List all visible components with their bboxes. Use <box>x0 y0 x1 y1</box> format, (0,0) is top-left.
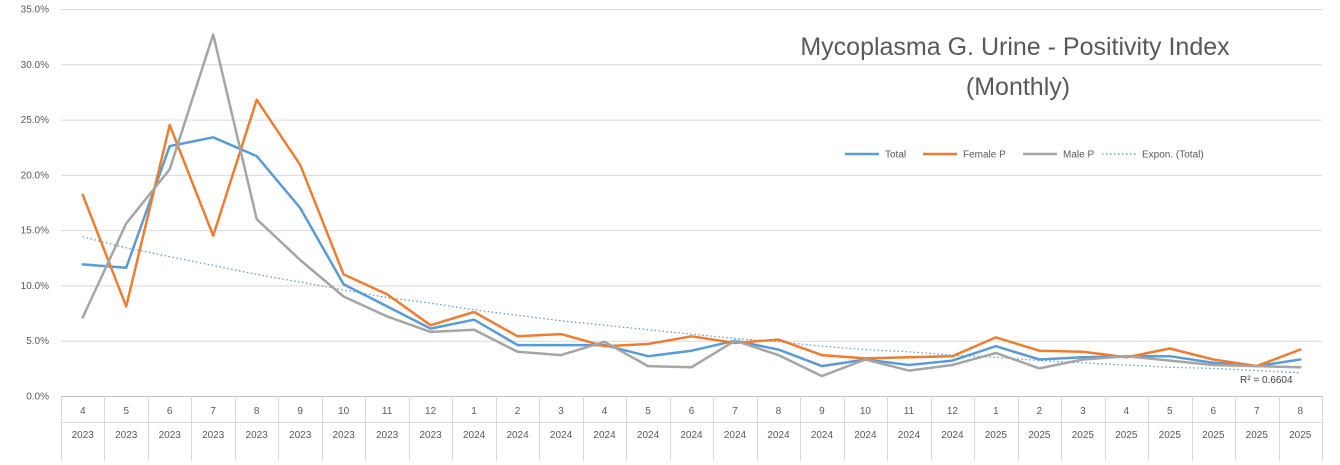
x-tick-label-month: 10 <box>338 406 350 417</box>
x-tick-label-month: 3 <box>558 406 564 417</box>
x-tick-label-year: 2025 <box>1072 430 1095 441</box>
y-tick-label: 5.0% <box>26 336 49 347</box>
series-line-total <box>81 136 1302 368</box>
series-line-male-p <box>81 33 1302 378</box>
x-tick-label-month: 5 <box>1167 406 1173 417</box>
x-tick-label-year: 2025 <box>985 430 1008 441</box>
x-tick-label-year: 2024 <box>637 430 660 441</box>
x-tick-label-month: 4 <box>80 406 86 417</box>
y-tick-label: 10.0% <box>21 281 49 292</box>
x-tick-label-month: 8 <box>254 406 260 417</box>
x-tick-label-month: 7 <box>210 406 216 417</box>
x-tick-label-year: 2023 <box>246 430 269 441</box>
x-tick-label-year: 2025 <box>1159 430 1182 441</box>
x-tick-label-month: 2 <box>515 406 521 417</box>
y-tick-label: 15.0% <box>21 226 49 237</box>
x-tick-label-month: 12 <box>425 406 437 417</box>
y-tick-label: 30.0% <box>21 60 49 71</box>
x-tick-label-month: 11 <box>382 406 393 417</box>
y-tick-label: 20.0% <box>21 170 49 181</box>
x-tick-label-year: 2025 <box>1115 430 1138 441</box>
x-tick-label-month: 6 <box>1211 406 1217 417</box>
x-tick-label-year: 2023 <box>115 430 138 441</box>
x-tick-label-year: 2024 <box>854 430 877 441</box>
x-tick-label-year: 2024 <box>680 430 703 441</box>
x-tick-label-year: 2024 <box>767 430 790 441</box>
x-tick-label-month: 5 <box>645 406 651 417</box>
y-tick-label: 25.0% <box>21 115 49 126</box>
x-tick-label-year: 2023 <box>419 430 442 441</box>
x-tick-label-month: 6 <box>689 406 695 417</box>
x-tick-label-year: 2023 <box>289 430 312 441</box>
x-tick-label-year: 2023 <box>159 430 182 441</box>
series-line-expon-total <box>82 236 1301 374</box>
x-tick-label-year: 2024 <box>724 430 747 441</box>
chart-title-group: Mycoplasma G. Urine - Positivity Index (… <box>800 33 1230 101</box>
x-tick-label-month: 9 <box>297 406 303 417</box>
x-tick-label-month: 1 <box>471 406 477 417</box>
x-tick-label-year: 2024 <box>506 430 529 441</box>
chart-title: Mycoplasma G. Urine - Positivity Index <box>800 33 1230 61</box>
x-tick-label-month: 11 <box>904 406 915 417</box>
legend: Total Female P Male P Expon. (Total) <box>845 150 1204 161</box>
x-tick-label-month: 8 <box>1297 406 1303 417</box>
y-tick-label: 0.0% <box>26 392 49 403</box>
x-tick-label-month: 2 <box>1037 406 1043 417</box>
trendline-r-squared: R² = 0.6604 <box>1240 375 1293 386</box>
x-tick-label-year: 2023 <box>376 430 399 441</box>
legend-label-male-p: Male P <box>1063 150 1094 161</box>
x-tick-label-year: 2025 <box>1028 430 1051 441</box>
series-layer <box>81 33 1302 378</box>
x-tick-label-year: 2023 <box>333 430 356 441</box>
x-tick-label-month: 4 <box>1124 406 1130 417</box>
legend-label-female-p: Female P <box>963 150 1006 161</box>
x-tick-label-month: 4 <box>602 406 608 417</box>
y-tick-label: 35.0% <box>21 5 49 16</box>
legend-label-total: Total <box>885 150 906 161</box>
x-tick-label-month: 12 <box>947 406 959 417</box>
trendline-layer <box>82 236 1301 374</box>
x-tick-label-year: 2024 <box>941 430 964 441</box>
x-tick-label-month: 10 <box>860 406 872 417</box>
x-tick-label-year: 2025 <box>1289 430 1312 441</box>
x-tick-label-month: 8 <box>776 406 782 417</box>
x-tick-label-year: 2025 <box>1246 430 1269 441</box>
x-tick-label-month: 3 <box>1080 406 1086 417</box>
axes: 0.0% 5.0% 10.0% 15.0% 20.0% 25.0% 30.0% 35.0% 4 2… <box>21 5 1323 461</box>
x-tick-label-year: 2024 <box>593 430 616 441</box>
x-tick-label-year: 2024 <box>463 430 486 441</box>
x-tick-label-month: 9 <box>819 406 825 417</box>
x-tick-label-month: 6 <box>167 406 173 417</box>
legend-label-expon-total: Expon. (Total) <box>1142 150 1204 161</box>
x-tick-label-year: 2023 <box>202 430 225 441</box>
chart-subtitle: (Monthly) <box>966 73 1070 101</box>
x-tick-label-year: 2024 <box>811 430 834 441</box>
annotations: R² = 0.6604 <box>1240 375 1293 386</box>
series-line-female-p <box>81 98 1302 368</box>
x-tick-label-month: 7 <box>732 406 738 417</box>
x-tick-label-year: 2023 <box>72 430 95 441</box>
x-tick-label-month: 5 <box>123 406 129 417</box>
x-tick-label-month: 7 <box>1254 406 1260 417</box>
x-tick-label-year: 2025 <box>1202 430 1225 441</box>
x-tick-label-month: 1 <box>993 406 999 417</box>
x-tick-label-year: 2024 <box>550 430 573 441</box>
x-tick-label-year: 2024 <box>898 430 921 441</box>
